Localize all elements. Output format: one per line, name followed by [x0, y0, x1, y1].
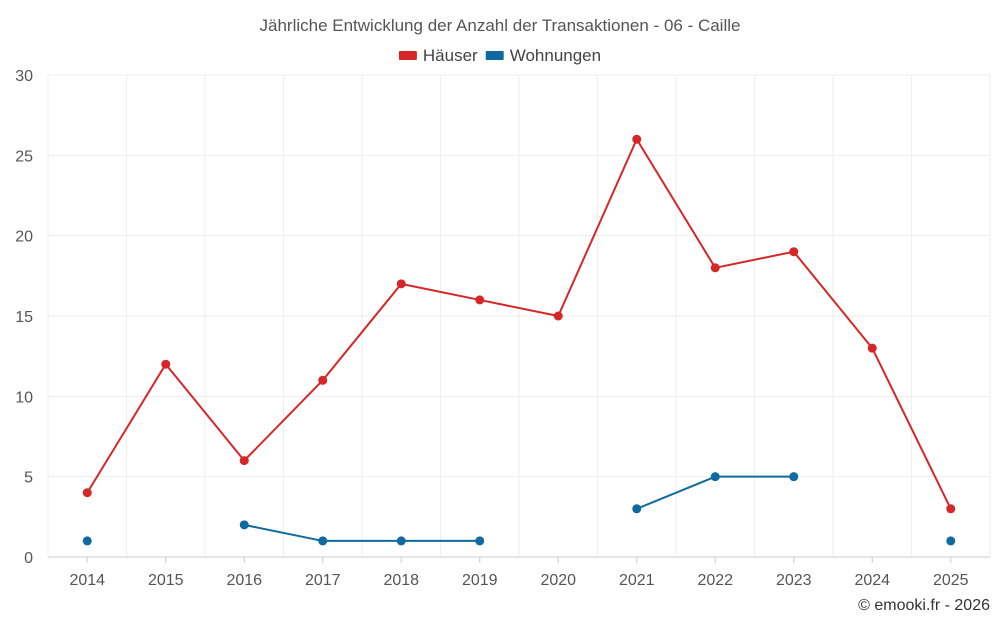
data-point	[710, 263, 720, 273]
x-tick-label: 2023	[776, 572, 812, 589]
data-point	[632, 134, 642, 144]
x-tick-label: 2016	[226, 572, 262, 589]
y-tick-label: 25	[15, 148, 33, 165]
y-tick-label: 15	[15, 309, 33, 326]
data-point	[475, 536, 485, 546]
x-tick-label: 2021	[619, 572, 655, 589]
chart-title: Jährliche Entwicklung der Anzahl der Tra…	[260, 16, 741, 35]
x-tick-label: 2014	[69, 572, 105, 589]
x-tick-label: 2015	[148, 572, 184, 589]
credit-text: © emooki.fr - 2026	[858, 597, 990, 614]
x-tick-label: 2018	[383, 572, 419, 589]
data-point	[946, 504, 956, 514]
data-point	[318, 375, 328, 385]
legend-item: Häuser	[398, 46, 478, 65]
data-point	[553, 311, 563, 321]
x-tick-label: 2019	[462, 572, 498, 589]
data-point	[632, 504, 642, 514]
x-tick-label: 2022	[697, 572, 733, 589]
data-point	[475, 295, 485, 305]
y-tick-label: 20	[15, 229, 33, 246]
x-tick-label: 2020	[540, 572, 576, 589]
data-point	[867, 343, 877, 353]
series-layer	[82, 134, 956, 546]
series-line	[86, 138, 952, 510]
series-häuser	[82, 134, 956, 514]
series-wohnungen	[82, 472, 956, 546]
data-point	[161, 359, 171, 369]
y-tick-label: 5	[24, 470, 33, 487]
data-point	[789, 247, 799, 257]
y-tick-label: 30	[15, 68, 33, 85]
x-tick-label: 2017	[305, 572, 341, 589]
series-line	[244, 523, 480, 542]
legend-label: Wohnungen	[510, 46, 601, 65]
legend-label: Häuser	[423, 46, 478, 65]
data-point	[82, 536, 92, 546]
data-point	[239, 456, 249, 466]
data-point	[318, 536, 328, 546]
gridlines	[47, 74, 991, 557]
data-point	[710, 472, 720, 482]
y-tick-label: 10	[15, 389, 33, 406]
x-tick-label: 2025	[933, 572, 969, 589]
data-point	[396, 536, 406, 546]
series-line	[636, 475, 794, 510]
legend: Häuser Wohnungen	[398, 46, 601, 65]
data-point	[396, 279, 406, 289]
legend-item: Wohnungen	[485, 46, 601, 65]
y-tick-label: 0	[24, 550, 33, 567]
data-point	[789, 472, 799, 482]
legend-swatch	[485, 51, 504, 60]
data-point	[239, 520, 249, 530]
legend-swatch	[398, 51, 417, 60]
data-point	[946, 536, 956, 546]
data-point	[82, 488, 92, 498]
x-tick-label: 2024	[854, 572, 890, 589]
